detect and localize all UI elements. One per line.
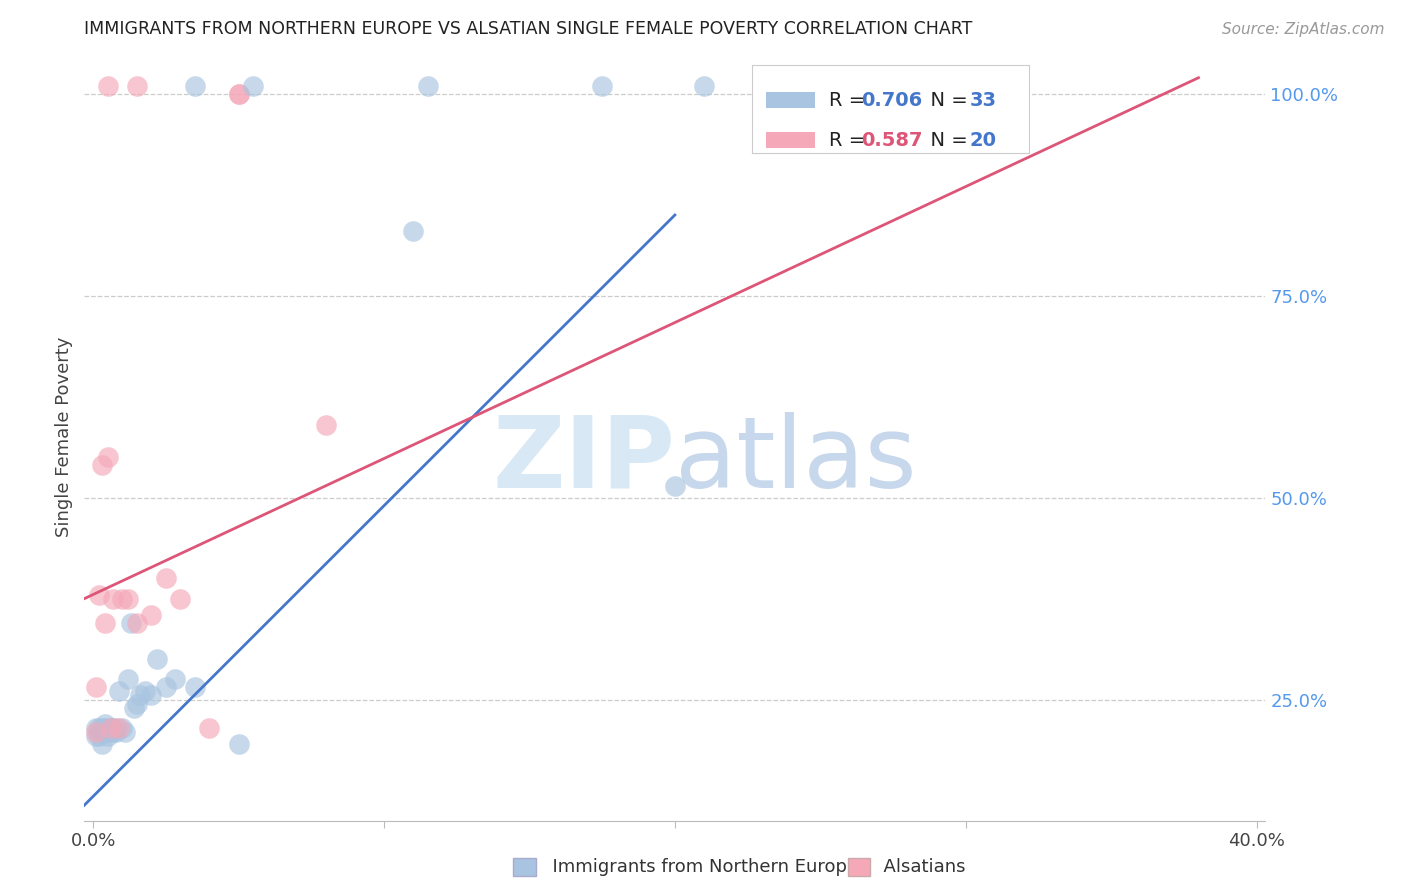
Point — [117, 673, 139, 687]
Text: Source: ZipAtlas.com: Source: ZipAtlas.com — [1222, 22, 1385, 37]
Point — [100, 724, 122, 739]
Point — [108, 721, 131, 735]
Point — [93, 716, 115, 731]
Point — [103, 721, 125, 735]
Point — [693, 78, 716, 93]
Point — [664, 478, 686, 492]
Point — [146, 652, 169, 666]
Point — [103, 591, 125, 606]
Point — [100, 721, 122, 735]
Point — [90, 737, 112, 751]
Point — [111, 721, 134, 735]
Point — [141, 607, 163, 622]
Point — [87, 729, 110, 743]
Point — [114, 724, 136, 739]
Point — [93, 615, 115, 630]
Point — [141, 689, 163, 703]
Point — [87, 588, 110, 602]
Point — [155, 571, 177, 585]
Point — [93, 721, 115, 735]
Point — [84, 681, 107, 695]
Point — [84, 724, 107, 739]
Point — [84, 721, 107, 735]
Point — [108, 684, 131, 698]
Point — [125, 615, 148, 630]
Point — [84, 729, 107, 743]
Point — [163, 673, 186, 687]
Point — [955, 87, 977, 101]
Point — [111, 591, 134, 606]
Point — [97, 78, 120, 93]
Point — [125, 78, 148, 93]
Point — [105, 724, 128, 739]
Point — [315, 417, 337, 432]
Point — [128, 689, 150, 703]
Point — [228, 87, 250, 101]
Point — [134, 684, 156, 698]
Point — [105, 721, 128, 735]
Text: IMMIGRANTS FROM NORTHERN EUROPE VS ALSATIAN SINGLE FEMALE POVERTY CORRELATION CH: IMMIGRANTS FROM NORTHERN EUROPE VS ALSAT… — [84, 21, 973, 38]
Point — [87, 721, 110, 735]
Text: atlas: atlas — [675, 411, 917, 508]
Point — [90, 458, 112, 473]
Point — [97, 450, 120, 465]
Point — [416, 78, 439, 93]
Point — [120, 615, 142, 630]
Text: ZIP: ZIP — [492, 411, 675, 508]
Text: Immigrants from Northern Europe: Immigrants from Northern Europe — [541, 858, 859, 876]
Point — [125, 697, 148, 711]
Point — [122, 700, 145, 714]
Point — [184, 78, 207, 93]
Point — [402, 224, 425, 238]
Point — [184, 681, 207, 695]
Point — [97, 721, 120, 735]
Point — [103, 724, 125, 739]
Point — [228, 87, 250, 101]
Point — [155, 681, 177, 695]
Y-axis label: Single Female Poverty: Single Female Poverty — [55, 337, 73, 537]
Point — [117, 591, 139, 606]
Point — [228, 737, 250, 751]
Text: Alsatians: Alsatians — [872, 858, 966, 876]
Point — [198, 721, 221, 735]
Point — [90, 721, 112, 735]
Point — [591, 78, 613, 93]
Point — [169, 591, 191, 606]
Point — [100, 721, 122, 735]
Point — [242, 78, 264, 93]
Point — [97, 729, 120, 743]
